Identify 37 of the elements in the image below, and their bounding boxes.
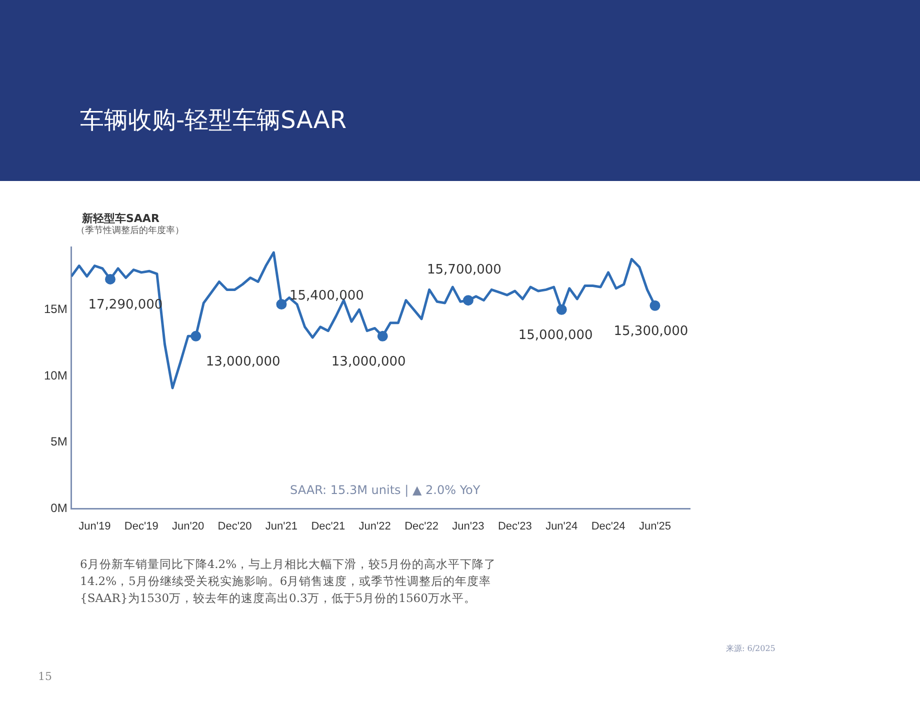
x-tick-label: Dec'19 — [124, 520, 158, 532]
x-tick-label: Dec'20 — [218, 520, 252, 532]
y-tick-label: 10M — [44, 368, 68, 382]
x-tick-label: Dec'22 — [404, 520, 438, 532]
source-note: 来源: 6/2025 — [726, 643, 776, 654]
point — [377, 330, 388, 342]
chart-subtitle: 新轻型车SAAR — [82, 211, 160, 226]
x-tick-label: Dec'24 — [591, 520, 626, 532]
y-tick-label: 0M — [50, 501, 68, 516]
x-tick-label: Jun'25 — [638, 520, 672, 532]
x-tick-label: Jun'22 — [358, 520, 391, 532]
x-tick-label: Dec'23 — [498, 520, 532, 532]
point — [105, 274, 116, 284]
point — [276, 299, 287, 310]
y-tick-label: 5M — [50, 434, 68, 449]
annotation: SAAR: 15.3M units | ▲ 2.0% YoY — [290, 483, 480, 497]
data-label: 15,000,000 — [518, 328, 593, 343]
x-tick-label: Jun'23 — [452, 520, 484, 532]
text: 15 — [38, 670, 52, 683]
y-tick-label: 15M — [44, 302, 68, 316]
data-label: 15,300,000 — [614, 324, 688, 340]
point — [650, 300, 660, 311]
data-label: 13,000,000 — [331, 354, 406, 370]
x-tick-label: Dec'21 — [311, 520, 346, 532]
data-label: 15,700,000 — [427, 262, 502, 278]
text: 6月份新车销量同比下降4.2%，与上月相比大幅下滑，较5月份的高水平下降了14.2%，5月份继续受关税实施影响。6月销售速度，或季节性调整后的年度率{SAAR}为1530万，较去年的速度高出0.3万，低于5月份的1560万水平。 — [80, 556, 497, 607]
point — [462, 295, 474, 306]
x-tick-label: Jun'24 — [546, 520, 578, 532]
y-axis-title: （季节性调整后的年度率） — [76, 224, 184, 237]
x-tick-label: Jun'20 — [172, 520, 204, 532]
chart-title: 车辆收购-轻型车辆SAAR — [80, 105, 347, 136]
data-label: 13,000,000 — [206, 354, 280, 370]
point — [190, 330, 202, 342]
x-tick-label: Jun'19 — [78, 520, 111, 532]
data-label: 15,400,000 — [289, 288, 364, 304]
x-tick-label: Jun'21 — [265, 520, 298, 532]
point — [556, 304, 567, 315]
